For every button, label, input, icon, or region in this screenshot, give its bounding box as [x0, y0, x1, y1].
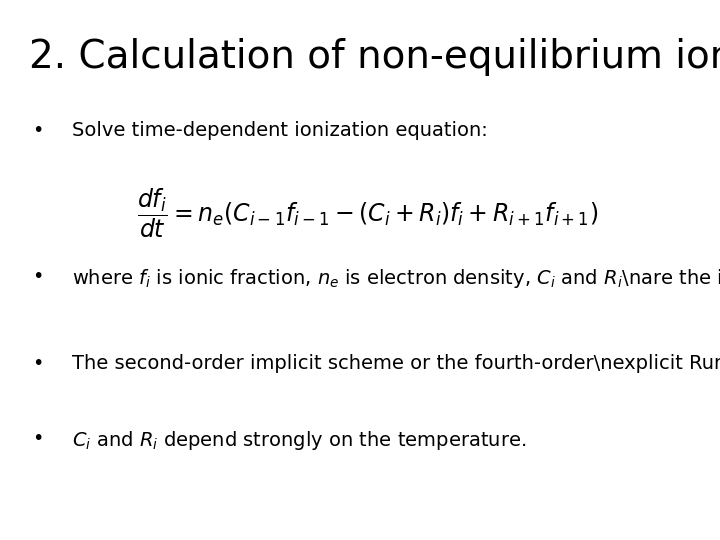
Text: where $f_i$ is ionic fraction, $n_e$ is electron density, $C_i$ and $R_i$\nare t: where $f_i$ is ionic fraction, $n_e$ is …	[72, 267, 720, 291]
Text: $\dfrac{df_i}{dt} = n_e(C_{i-1}f_{i-1} - (C_i + R_i)f_i + R_{i+1}f_{i+1})$: $\dfrac{df_i}{dt} = n_e(C_{i-1}f_{i-1} -…	[137, 186, 598, 240]
Text: The second-order implicit scheme or the fourth-order\nexplicit Runge-Kutta metho: The second-order implicit scheme or the …	[72, 354, 720, 373]
Text: •: •	[32, 122, 44, 140]
Text: •: •	[32, 429, 44, 448]
Text: •: •	[32, 354, 44, 373]
Text: •: •	[32, 267, 44, 286]
Text: Solve time-dependent ionization equation:: Solve time-dependent ionization equation…	[72, 122, 487, 140]
Text: 2. Calculation of non-equilibrium ionization: 2. Calculation of non-equilibrium ioniza…	[29, 38, 720, 76]
Text: $C_i$ and $R_i$ depend strongly on the temperature.: $C_i$ and $R_i$ depend strongly on the t…	[72, 429, 526, 453]
